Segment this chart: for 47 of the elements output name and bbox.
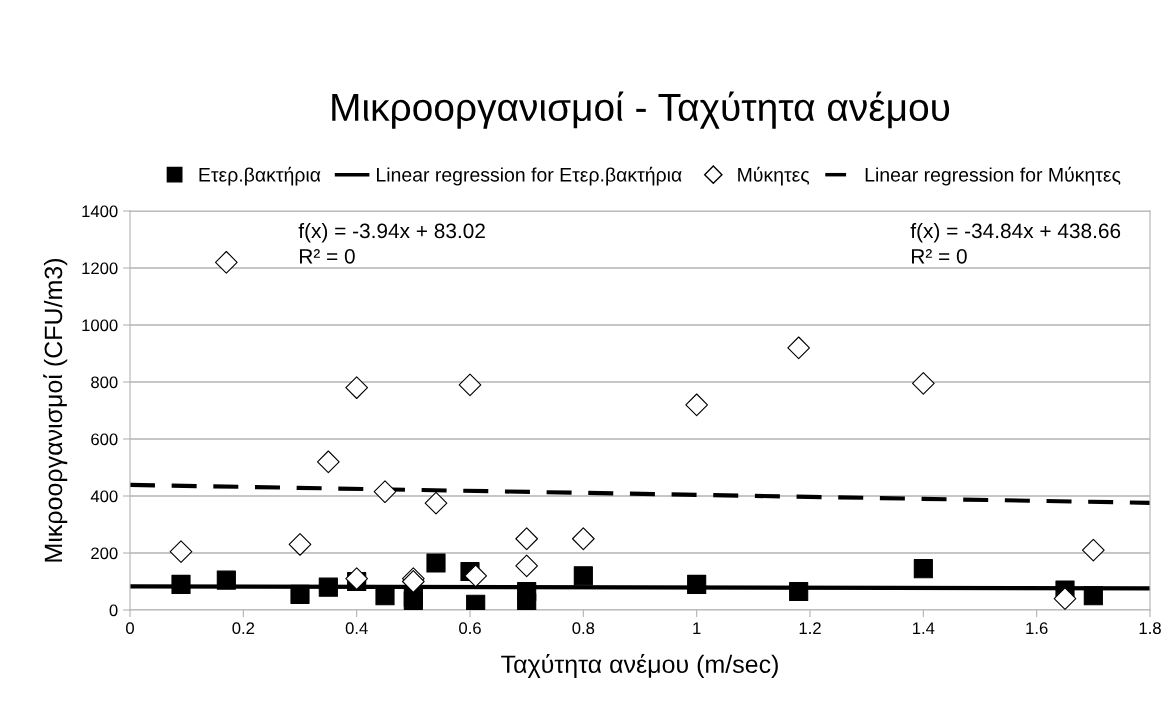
point: [517, 593, 537, 610]
x-tick-label: 1.2: [799, 622, 821, 634]
x-tick-label: 0.8: [572, 622, 595, 635]
y-tick-label: 0: [109, 604, 118, 617]
x-tick-label: 1.4: [913, 622, 935, 634]
point: [913, 559, 933, 579]
legend-label: Linear regression for Μύκητες: [865, 166, 1121, 186]
point: [318, 577, 338, 597]
x-tick-label: 0.6: [459, 622, 481, 635]
x-tick-label: 1: [693, 622, 701, 634]
annotation: f(x) = -3.94x + 83.02 R² = 0: [298, 222, 485, 264]
x-axis-title: Ταχύτητα ανέμου (m/sec): [501, 654, 778, 679]
point: [290, 584, 310, 604]
point: [458, 373, 482, 397]
chart-title: Μικροοργανισμοί - Ταχύτητα ανέμου: [332, 91, 950, 129]
x-tick-label: 0: [126, 622, 134, 635]
y-tick-label: 400: [90, 490, 118, 503]
point: [169, 540, 193, 563]
point: [911, 372, 935, 395]
point: [171, 574, 191, 594]
annotation: f(x) = -34.84x + 438.66 R² = 0: [910, 222, 1121, 264]
point: [1083, 586, 1103, 606]
x-tick-label: 1.8: [1139, 622, 1161, 635]
point: [216, 570, 236, 590]
y-tick-label: 200: [91, 547, 118, 560]
x-tick-label: 0.2: [232, 622, 255, 635]
point: [375, 586, 395, 606]
x-tick-label: 1.6: [1026, 622, 1048, 635]
point: [573, 566, 593, 586]
legend-label: Μύκητες: [738, 166, 810, 186]
legend-label: Ετερ.βακτήρια: [199, 166, 321, 186]
point: [1081, 538, 1105, 562]
point: [345, 376, 369, 400]
legend-label: Linear regression for Ετερ.βακτήρια: [377, 166, 682, 186]
point: [464, 564, 488, 588]
point: [373, 480, 397, 504]
point: [789, 581, 809, 602]
point: [1053, 587, 1077, 610]
y-tick-label: 800: [91, 376, 118, 389]
y-tick-label: 600: [91, 433, 118, 446]
y-tick-label: 1000: [82, 319, 118, 332]
point: [687, 574, 707, 594]
x-tick-label: 0.4: [345, 622, 368, 635]
point: [426, 553, 446, 573]
y-axis-title: Μικροοργανισμοί (CFU/m3): [43, 259, 68, 562]
y-tick-label: 1200: [82, 262, 118, 275]
y-tick-label: 1400: [82, 205, 118, 218]
